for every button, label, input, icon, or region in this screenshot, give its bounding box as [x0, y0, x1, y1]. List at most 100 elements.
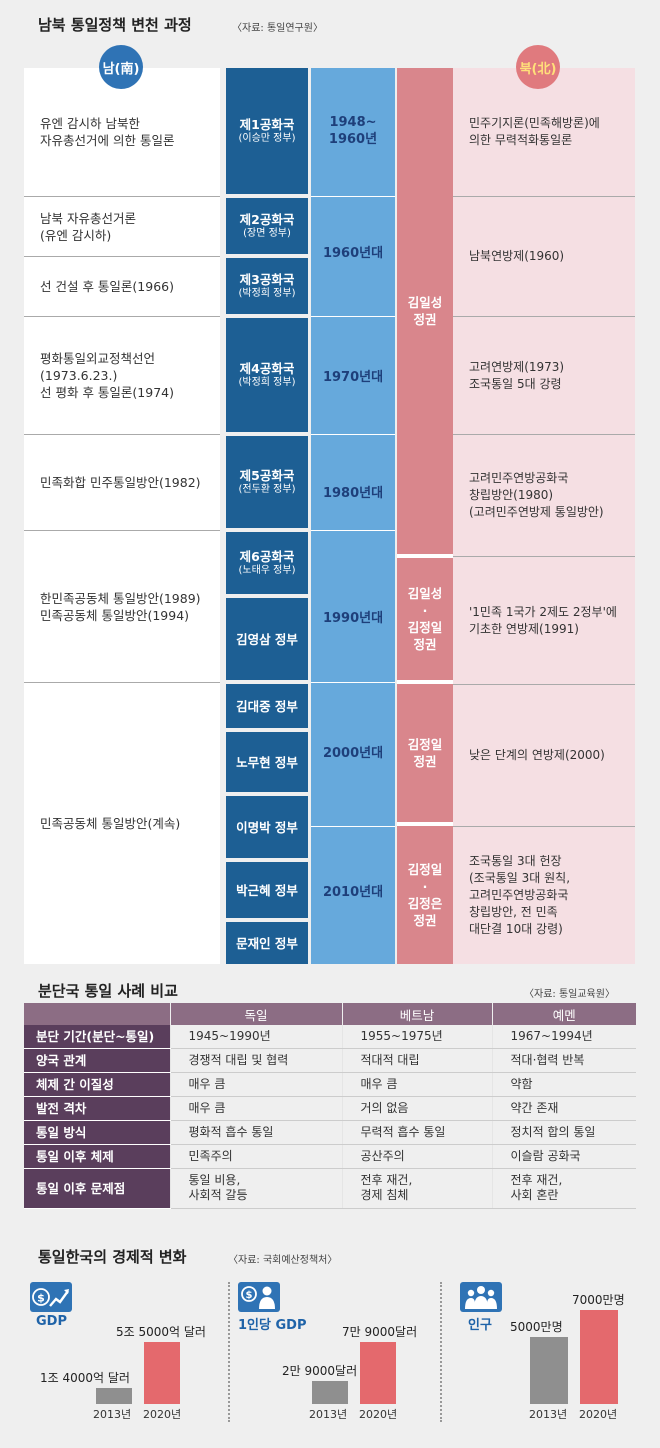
- table-cell: 약간 존재: [491, 1096, 636, 1121]
- era-column-bg: [311, 68, 395, 964]
- year-label: 2020년: [359, 1408, 398, 1421]
- era-divider: [311, 434, 395, 435]
- south-policy-row: 평화통일외교정책선언 (1973.6.23.) 선 평화 후 통일론(1974): [24, 316, 220, 434]
- table-header: 독일: [169, 1003, 342, 1025]
- government-name: 박근혜 정부: [236, 882, 298, 898]
- table-cell: 매우 큼: [169, 1072, 342, 1097]
- year-label: 2013년: [309, 1408, 348, 1421]
- table-row: 양국 관계 경쟁적 대립 및 협력 적대적 대립 적대·협력 반복: [24, 1048, 636, 1073]
- bar-value-label: 5000만명: [510, 1320, 563, 1334]
- government-leader: (이승만 정부): [238, 133, 296, 144]
- bar-value-label: 1조 4000억 달러: [40, 1371, 130, 1385]
- table-cell: 통일 비용, 사회적 갈등: [169, 1168, 342, 1209]
- year-label: 2013년: [93, 1408, 132, 1421]
- per-capita-gdp-panel: $ 1인당 GDP 2만 9000달러 7만 9000달러 2013년 2020…: [238, 1282, 438, 1424]
- era-divider: [311, 530, 395, 531]
- south-badge: 남(南): [99, 45, 143, 89]
- government-leader: (전두환 정부): [238, 484, 296, 495]
- people-icon: [460, 1282, 502, 1312]
- era-label: 1960년대: [322, 246, 384, 261]
- year-label: 2020년: [579, 1408, 618, 1421]
- table-row: 체제 간 이질성 매우 큼 매우 큼 약함: [24, 1072, 636, 1097]
- era-divider: [311, 826, 395, 827]
- government-name: 제2공화국: [239, 212, 295, 227]
- government-leader: (박정희 정부): [238, 288, 296, 299]
- government-box: 노무현 정부: [226, 732, 308, 792]
- government-name: 김영삼 정부: [236, 631, 298, 647]
- government-name: 제3공화국: [239, 272, 295, 287]
- timeline-source: 〈자료: 통일연구원〉: [232, 23, 323, 34]
- table-cell: 경쟁적 대립 및 협력: [169, 1048, 342, 1073]
- north-ruler-box: 김정일 정권: [397, 684, 453, 822]
- government-box: 박근혜 정부: [226, 862, 308, 918]
- south-policy-row: 유엔 감시하 남북한 자유총선거에 의한 통일론: [24, 68, 220, 196]
- south-policy-text: 선 건설 후 통일론(1966): [40, 279, 174, 294]
- bar-2013: [312, 1381, 348, 1404]
- bar-2020: [580, 1310, 618, 1404]
- south-policy-row: 선 건설 후 통일론(1966): [24, 256, 220, 316]
- table-cell: 적대적 대립: [341, 1048, 492, 1073]
- era-divider: [311, 316, 395, 317]
- bar-value-label: 2만 9000달러: [282, 1364, 358, 1378]
- era-label: 1990년대: [322, 611, 384, 626]
- year-label: 2020년: [143, 1408, 182, 1421]
- panel-divider: [228, 1282, 230, 1422]
- table-cell: 1955~1975년: [341, 1025, 492, 1049]
- north-policy-text: 민주기지론(민족해방론)에 의한 무력적화통일론: [469, 116, 600, 147]
- unification-case-table: 독일 베트남 예멘 분단 기간(분단~통일) 1945~1990년 1955~1…: [24, 1003, 636, 1209]
- panel-divider: [440, 1282, 442, 1422]
- government-name: 제4공화국: [239, 361, 295, 376]
- north-ruler-box: 김일성 · 김정일 정권: [397, 558, 453, 680]
- table-cell: 정치적 합의 통일: [491, 1120, 636, 1145]
- government-leader: (장면 정부): [243, 228, 291, 239]
- government-name: 김대중 정부: [236, 698, 298, 714]
- north-ruler-box: 김정일 · 김정은 정권: [397, 826, 453, 964]
- svg-text:$: $: [246, 1290, 253, 1301]
- era-divider: [311, 196, 395, 197]
- north-policy-text: 조국통일 3대 헌장 (조국통일 3대 원칙, 고려민주연방공화국 창립방안, …: [469, 854, 571, 936]
- government-box: 문재인 정부: [226, 922, 308, 964]
- table-cell: 거의 없음: [341, 1096, 492, 1121]
- south-policy-text: 평화통일외교정책선언 (1973.6.23.) 선 평화 후 통일론(1974): [40, 351, 174, 400]
- gdp-panel: $ GDP 1조 4000억 달러 5조 5000억 달러 2013년 2020…: [30, 1282, 230, 1424]
- table-cell: 민족주의: [169, 1144, 342, 1169]
- unification-policy-timeline: 남북 통일정책 변천 과정 〈자료: 통일연구원〉 남(南) 북(北) 유엔 감…: [24, 16, 635, 964]
- north-policy-row: 민주기지론(민족해방론)에 의한 무력적화통일론: [453, 68, 635, 196]
- row-label: 양국 관계: [24, 1048, 170, 1073]
- table-header: [24, 1003, 170, 1025]
- south-policy-text: 한민족공동체 통일방안(1989) 민족공동체 통일방안(1994): [40, 590, 201, 623]
- south-policy-text: 민족화합 민주통일방안(1982): [40, 475, 201, 490]
- panel-label: GDP: [36, 1314, 67, 1329]
- table-header: 베트남: [341, 1003, 492, 1025]
- north-policy-row: 고려민주연방공화국 창립방안(1980) (고려민주연방제 통일방안): [453, 434, 635, 556]
- panel-label: 인구: [468, 1318, 492, 1333]
- table-cell: 매우 큼: [341, 1072, 492, 1097]
- government-box: 제3공화국 (박정희 정부): [226, 258, 308, 314]
- economy-source: 〈자료: 국회예산정책처〉: [228, 1255, 338, 1266]
- table-cell: 약함: [491, 1072, 636, 1097]
- bar-2013: [96, 1388, 132, 1404]
- row-label: 체제 간 이질성: [24, 1072, 170, 1097]
- row-label: 통일 방식: [24, 1120, 170, 1145]
- table-row: 발전 격차 매우 큼 거의 없음 약간 존재: [24, 1096, 636, 1121]
- era-divider: [311, 682, 395, 683]
- government-name: 문재인 정부: [236, 935, 298, 951]
- bar-value-label: 5조 5000억 달러: [116, 1325, 206, 1339]
- table-cell: 매우 큼: [169, 1096, 342, 1121]
- bar-2013: [530, 1337, 568, 1404]
- economy-title: 통일한국의 경제적 변화: [38, 1248, 187, 1266]
- table-row: 통일 이후 체제 민족주의 공산주의 이슬람 공화국: [24, 1144, 636, 1169]
- government-box: 김대중 정부: [226, 684, 308, 728]
- north-policy-row: 조국통일 3대 헌장 (조국통일 3대 원칙, 고려민주연방공화국 창립방안, …: [453, 826, 635, 964]
- bar-2020: [144, 1342, 180, 1404]
- government-box: 제5공화국 (전두환 정부): [226, 436, 308, 528]
- row-label: 분단 기간(분단~통일): [24, 1025, 170, 1049]
- table-row: 통일 이후 문제점 통일 비용, 사회적 갈등 전후 재건, 경제 침체 전후 …: [24, 1168, 636, 1209]
- table-cell: 1945~1990년: [169, 1025, 342, 1049]
- table-cell: 무력적 흡수 통일: [341, 1120, 492, 1145]
- north-badge: 북(北): [516, 45, 560, 89]
- population-panel: 인구 5000만명 7000만명 2013년 2020년: [460, 1282, 660, 1424]
- south-policy-text: 남북 자유총선거론 (유엔 감시하): [40, 210, 136, 243]
- table-cell: 공산주의: [341, 1144, 492, 1169]
- table-cell: 이슬람 공화국: [491, 1144, 636, 1169]
